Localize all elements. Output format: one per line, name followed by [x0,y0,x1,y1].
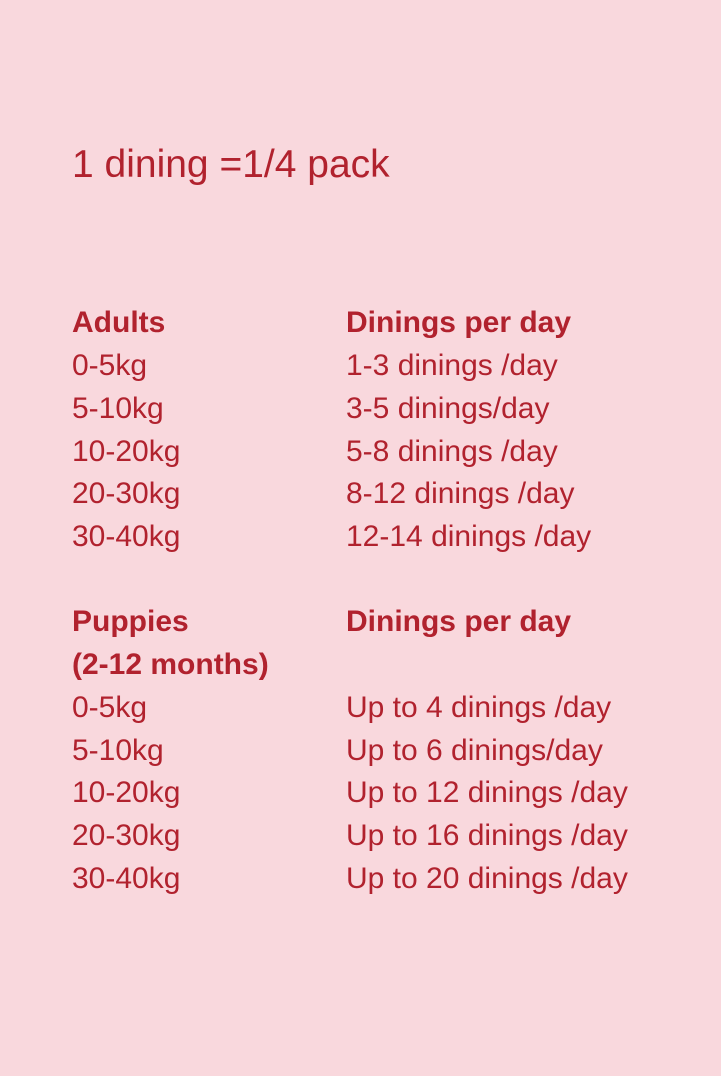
dinings-cell: Up to 4 dinings /day [346,691,612,724]
dinings-cell: 3-5 dinings/day [346,392,550,425]
table-row: 10-20kg Up to 12 dinings /day [72,771,712,814]
puppies-header-row: Puppies Dinings per day [72,600,712,643]
table-row: 5-10kg Up to 6 dinings/day [72,729,712,772]
weight-cell: 0-5kg [72,349,148,382]
adults-header-dinings: Dinings per day [346,306,572,339]
puppies-header-dinings: Dinings per day [346,605,572,638]
weight-cell: 30-40kg [72,862,181,895]
table-row: 0-5kg 1-3 dinings /day [72,344,712,387]
table-row: 5-10kg 3-5 dinings/day [72,387,712,430]
weight-cell: 5-10kg [72,734,164,767]
puppies-age-range: (2-12 months) [72,648,269,681]
weight-cell: 20-30kg [72,477,181,510]
dinings-cell: Up to 12 dinings /day [346,776,628,809]
puppies-subheader-row: (2-12 months) [72,643,712,686]
dinings-cell: Up to 16 dinings /day [346,819,628,852]
dinings-cell: 1-3 dinings /day [346,349,558,382]
dinings-cell: 12-14 dinings /day [346,520,592,553]
dinings-cell: 8-12 dinings /day [346,477,575,510]
puppies-header-label: Puppies [72,605,189,638]
table-row: 0-5kg Up to 4 dinings /day [72,686,712,729]
adults-header-label: Adults [72,306,166,339]
weight-cell: 10-20kg [72,435,181,468]
page-title: 1 dining =1/4 pack [72,143,390,186]
adults-header-row: Adults Dinings per day [72,301,712,344]
weight-cell: 5-10kg [72,392,164,425]
weight-cell: 10-20kg [72,776,181,809]
weight-cell: 30-40kg [72,520,181,553]
table-row: 20-30kg Up to 16 dinings /day [72,814,712,857]
table-row: 30-40kg 12-14 dinings /day [72,515,712,558]
weight-cell: 20-30kg [72,819,181,852]
table-row: 10-20kg 5-8 dinings /day [72,430,712,473]
weight-cell: 0-5kg [72,691,148,724]
dinings-cell: Up to 6 dinings/day [346,734,603,767]
table-row: 20-30kg 8-12 dinings /day [72,472,712,515]
dinings-cell: Up to 20 dinings /day [346,862,628,895]
dinings-cell: 5-8 dinings /day [346,435,558,468]
table-row: 30-40kg Up to 20 dinings /day [72,857,712,900]
